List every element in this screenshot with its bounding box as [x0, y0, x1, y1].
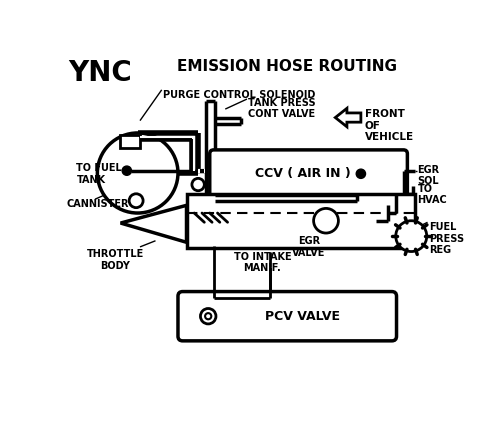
Circle shape	[192, 178, 204, 191]
Text: EGR
VALVE: EGR VALVE	[292, 236, 326, 258]
Text: FRONT
OF
VEHICLE: FRONT OF VEHICLE	[365, 109, 414, 142]
Circle shape	[314, 208, 338, 233]
Circle shape	[205, 313, 212, 319]
Text: YNC: YNC	[68, 59, 132, 87]
Bar	[120, 135, 140, 148]
Text: FUEL
PRESS
REG: FUEL PRESS REG	[429, 222, 464, 256]
Polygon shape	[336, 108, 361, 127]
Circle shape	[122, 166, 132, 175]
Circle shape	[396, 221, 427, 252]
Circle shape	[129, 194, 143, 208]
Circle shape	[356, 169, 366, 178]
Bar	[186, 194, 415, 248]
Circle shape	[200, 308, 216, 324]
Text: CCV ( AIR IN ): CCV ( AIR IN )	[255, 167, 350, 180]
Text: EGR
SOL: EGR SOL	[418, 164, 440, 186]
Text: TO
HVAC: TO HVAC	[418, 184, 447, 205]
Text: TANK PRESS
CONT VALVE: TANK PRESS CONT VALVE	[248, 97, 316, 119]
Polygon shape	[120, 205, 186, 242]
Text: PURGE CONTROL SOLENOID: PURGE CONTROL SOLENOID	[163, 90, 316, 100]
Circle shape	[98, 133, 178, 213]
Text: CANNISTER: CANNISTER	[66, 199, 129, 209]
Text: THROTTLE
BODY: THROTTLE BODY	[86, 249, 144, 271]
FancyBboxPatch shape	[178, 291, 396, 341]
Text: TO FUEL
TANK: TO FUEL TANK	[76, 163, 122, 185]
FancyBboxPatch shape	[210, 150, 408, 198]
Text: TO INTAKE
MANIF.: TO INTAKE MANIF.	[234, 252, 292, 273]
Text: PCV VALVE: PCV VALVE	[265, 310, 340, 323]
Text: EMISSION HOSE ROUTING: EMISSION HOSE ROUTING	[177, 59, 397, 74]
